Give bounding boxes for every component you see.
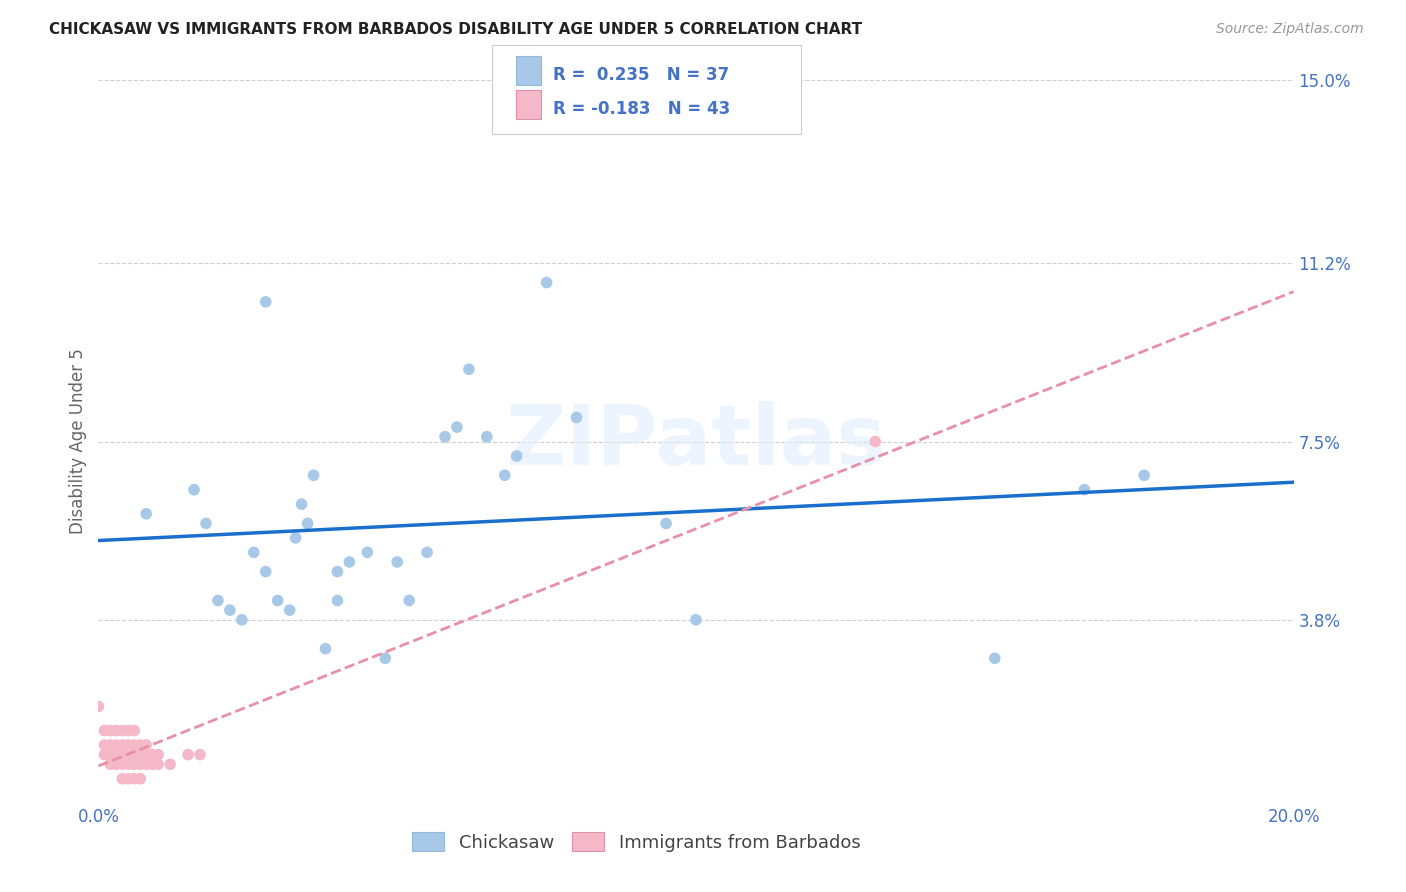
Point <box>356 545 378 559</box>
Point <box>135 738 157 752</box>
Point <box>124 757 146 772</box>
Y-axis label: Disability Age Under 5: Disability Age Under 5 <box>69 349 87 534</box>
Point <box>111 738 134 752</box>
Point <box>141 757 163 772</box>
Point <box>111 723 134 738</box>
Point <box>278 603 301 617</box>
Point <box>117 772 139 786</box>
Point <box>117 757 139 772</box>
Point <box>98 723 122 738</box>
Point <box>374 651 396 665</box>
Point <box>475 430 498 444</box>
Point <box>117 723 139 738</box>
Point <box>135 507 157 521</box>
Point <box>655 516 678 531</box>
Point <box>111 747 134 762</box>
Point <box>124 747 146 762</box>
Point <box>124 772 146 786</box>
Point <box>148 757 170 772</box>
Point <box>865 434 887 449</box>
Point <box>111 757 134 772</box>
Point <box>326 565 349 579</box>
Point <box>254 294 277 309</box>
Point <box>124 738 146 752</box>
Point <box>135 747 157 762</box>
Point <box>93 747 115 762</box>
Point <box>291 497 314 511</box>
Point <box>207 593 229 607</box>
Point <box>105 757 128 772</box>
Point <box>398 593 420 607</box>
Point <box>1133 468 1156 483</box>
Text: R = -0.183   N = 43: R = -0.183 N = 43 <box>553 100 730 118</box>
Point <box>188 747 211 762</box>
Point <box>315 641 337 656</box>
Point <box>385 555 409 569</box>
Point <box>536 276 558 290</box>
Point <box>98 757 122 772</box>
Point <box>148 747 170 762</box>
Point <box>129 738 152 752</box>
Point <box>506 449 529 463</box>
Point <box>105 723 128 738</box>
Point <box>219 603 242 617</box>
Point <box>93 723 115 738</box>
Text: CHICKASAW VS IMMIGRANTS FROM BARBADOS DISABILITY AGE UNDER 5 CORRELATION CHART: CHICKASAW VS IMMIGRANTS FROM BARBADOS DI… <box>49 22 862 37</box>
Point <box>129 772 152 786</box>
Point <box>231 613 253 627</box>
Point <box>111 772 134 786</box>
Point <box>93 738 115 752</box>
Point <box>326 593 349 607</box>
Point <box>416 545 439 559</box>
Point <box>339 555 361 569</box>
Point <box>458 362 481 376</box>
Point <box>494 468 516 483</box>
Point <box>135 757 157 772</box>
Point <box>177 747 200 762</box>
Text: ZIPatlas: ZIPatlas <box>506 401 886 482</box>
Point <box>117 738 139 752</box>
Point <box>129 747 152 762</box>
Point <box>446 420 468 434</box>
Point <box>129 757 152 772</box>
Point <box>284 531 307 545</box>
Point <box>297 516 319 531</box>
Point <box>685 613 707 627</box>
Point <box>141 747 163 762</box>
Point <box>243 545 266 559</box>
Point <box>1073 483 1095 497</box>
Point <box>302 468 325 483</box>
Point <box>254 565 277 579</box>
Point <box>565 410 588 425</box>
Point <box>124 723 146 738</box>
Point <box>183 483 205 497</box>
Point <box>434 430 457 444</box>
Point <box>105 738 128 752</box>
Point <box>87 699 110 714</box>
Text: Source: ZipAtlas.com: Source: ZipAtlas.com <box>1216 22 1364 37</box>
Legend: Chickasaw, Immigrants from Barbados: Chickasaw, Immigrants from Barbados <box>405 825 868 859</box>
Point <box>159 757 181 772</box>
Point <box>117 747 139 762</box>
Point <box>984 651 1007 665</box>
Point <box>267 593 290 607</box>
Point <box>195 516 218 531</box>
Point <box>105 747 128 762</box>
Point <box>98 738 122 752</box>
Point <box>105 757 128 772</box>
Point <box>98 747 122 762</box>
Text: R =  0.235   N = 37: R = 0.235 N = 37 <box>553 66 728 84</box>
